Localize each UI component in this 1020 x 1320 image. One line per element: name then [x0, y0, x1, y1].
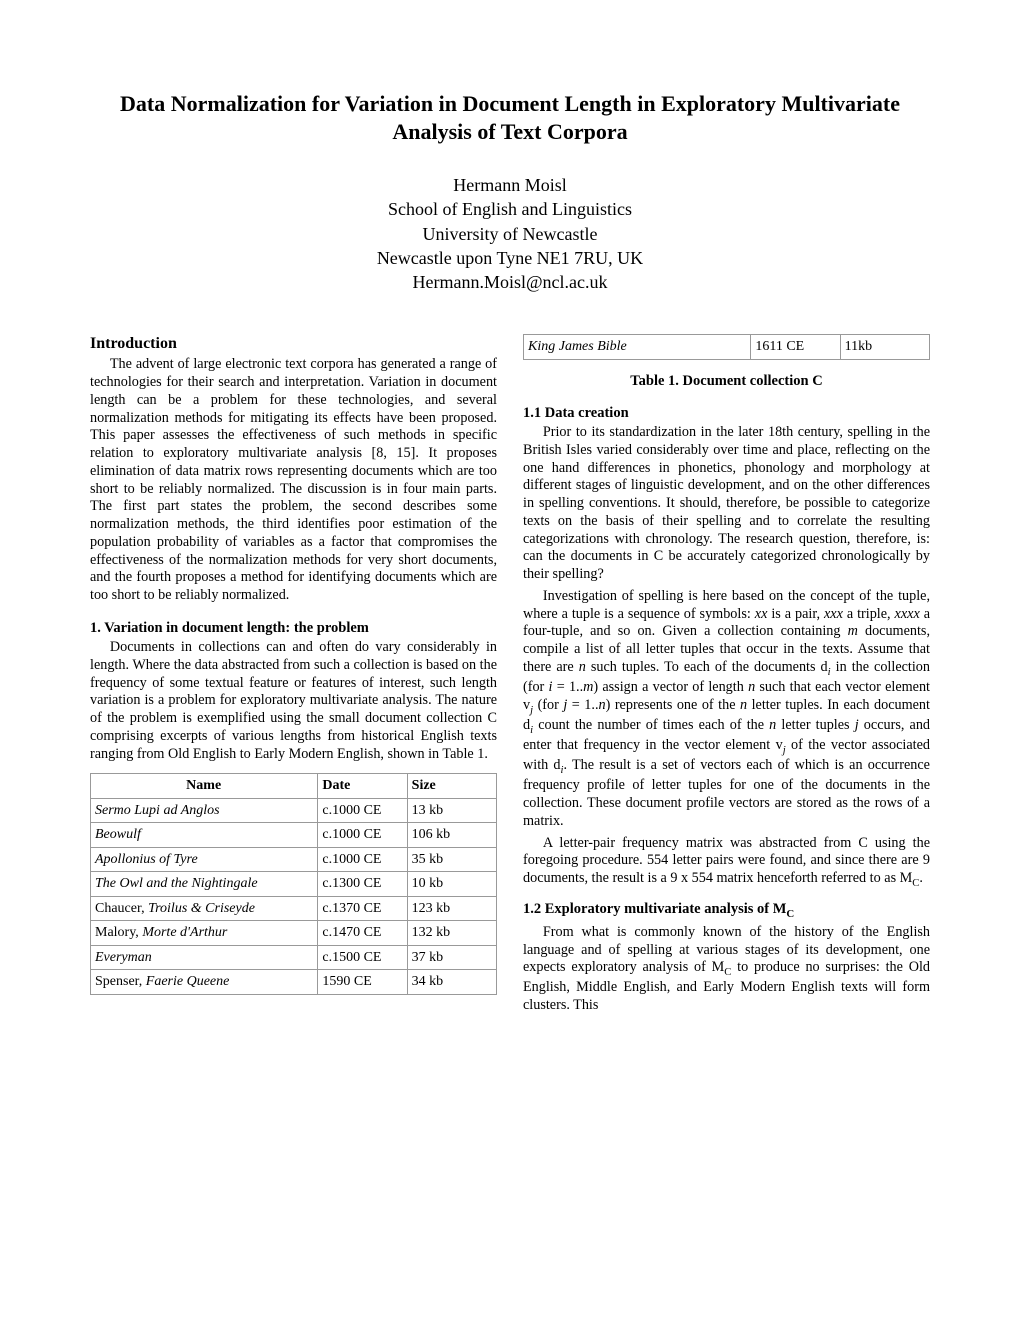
- author-dept: School of English and Linguistics: [90, 197, 930, 221]
- table-row: Beowulfc.1000 CE106 kb: [91, 823, 497, 848]
- section1-paragraph: Documents in collections can and often d…: [90, 639, 497, 763]
- cell-size: 13 kb: [407, 798, 496, 823]
- cell-name: Chaucer, Troilus & Criseyde: [91, 896, 318, 921]
- cell-name: Malory, Morte d'Arthur: [91, 921, 318, 946]
- two-column-layout: Introduction The advent of large electro…: [90, 334, 930, 1018]
- cell-date: c.1370 CE: [318, 896, 407, 921]
- section11-p1: Prior to its standardization in the late…: [523, 424, 930, 584]
- section12-heading: 1.2 Exploratory multivariate analysis of…: [523, 900, 930, 921]
- cell-date: c.1300 CE: [318, 872, 407, 897]
- table1-continued: King James Bible 1611 CE 11kb: [523, 334, 930, 360]
- section11-p3: A letter-pair frequency matrix was abstr…: [523, 835, 930, 891]
- cell-name: The Owl and the Nightingale: [91, 872, 318, 897]
- author-university: University of Newcastle: [90, 222, 930, 246]
- cell-size: 123 kb: [407, 896, 496, 921]
- cell-name: Apollonius of Tyre: [91, 847, 318, 872]
- table-row: King James Bible 1611 CE 11kb: [524, 335, 930, 360]
- cell-name: Beowulf: [91, 823, 318, 848]
- cell-size: 34 kb: [407, 970, 496, 995]
- col-size: Size: [407, 774, 496, 799]
- right-column: King James Bible 1611 CE 11kb Table 1. D…: [523, 334, 930, 1018]
- table-row: Everymanc.1500 CE37 kb: [91, 945, 497, 970]
- mini-date: 1611 CE: [751, 335, 840, 360]
- table-row: Chaucer, Troilus & Criseydec.1370 CE123 …: [91, 896, 497, 921]
- table-row: The Owl and the Nightingalec.1300 CE10 k…: [91, 872, 497, 897]
- cell-name: Sermo Lupi ad Anglos: [91, 798, 318, 823]
- table-header-row: Name Date Size: [91, 774, 497, 799]
- cell-size: 35 kb: [407, 847, 496, 872]
- author-name: Hermann Moisl: [90, 173, 930, 197]
- table-row: Spenser, Faerie Queene1590 CE34 kb: [91, 970, 497, 995]
- paper-title: Data Normalization for Variation in Docu…: [90, 90, 930, 145]
- cell-date: c.1000 CE: [318, 823, 407, 848]
- page: Data Normalization for Variation in Docu…: [0, 0, 1020, 1079]
- intro-paragraph: The advent of large electronic text corp…: [90, 356, 497, 605]
- intro-heading: Introduction: [90, 334, 497, 354]
- table-row: Apollonius of Tyrec.1000 CE35 kb: [91, 847, 497, 872]
- col-date: Date: [318, 774, 407, 799]
- author-address: Newcastle upon Tyne NE1 7RU, UK: [90, 246, 930, 270]
- author-block: Hermann Moisl School of English and Ling…: [90, 173, 930, 294]
- table1: Name Date Size Sermo Lupi ad Anglosc.100…: [90, 773, 497, 995]
- table-row: Malory, Morte d'Arthurc.1470 CE132 kb: [91, 921, 497, 946]
- author-email: Hermann.Moisl@ncl.ac.uk: [90, 270, 930, 294]
- cell-size: 10 kb: [407, 872, 496, 897]
- cell-date: c.1500 CE: [318, 945, 407, 970]
- col-name: Name: [91, 774, 318, 799]
- cell-size: 132 kb: [407, 921, 496, 946]
- table1-caption: Table 1. Document collection C: [523, 372, 930, 390]
- table1-body: Sermo Lupi ad Anglosc.1000 CE13 kbBeowul…: [91, 798, 497, 994]
- cell-date: c.1470 CE: [318, 921, 407, 946]
- section12-p1: From what is commonly known of the histo…: [523, 924, 930, 1015]
- cell-date: c.1000 CE: [318, 847, 407, 872]
- mini-name: King James Bible: [524, 335, 751, 360]
- mini-size: 11kb: [840, 335, 929, 360]
- cell-name: Spenser, Faerie Queene: [91, 970, 318, 995]
- section1-heading: 1. Variation in document length: the pro…: [90, 619, 497, 637]
- section11-p2: Investigation of spelling is here based …: [523, 588, 930, 831]
- cell-date: 1590 CE: [318, 970, 407, 995]
- cell-date: c.1000 CE: [318, 798, 407, 823]
- cell-size: 37 kb: [407, 945, 496, 970]
- table-row: Sermo Lupi ad Anglosc.1000 CE13 kb: [91, 798, 497, 823]
- section11-heading: 1.1 Data creation: [523, 404, 930, 422]
- cell-size: 106 kb: [407, 823, 496, 848]
- left-column: Introduction The advent of large electro…: [90, 334, 497, 1018]
- cell-name: Everyman: [91, 945, 318, 970]
